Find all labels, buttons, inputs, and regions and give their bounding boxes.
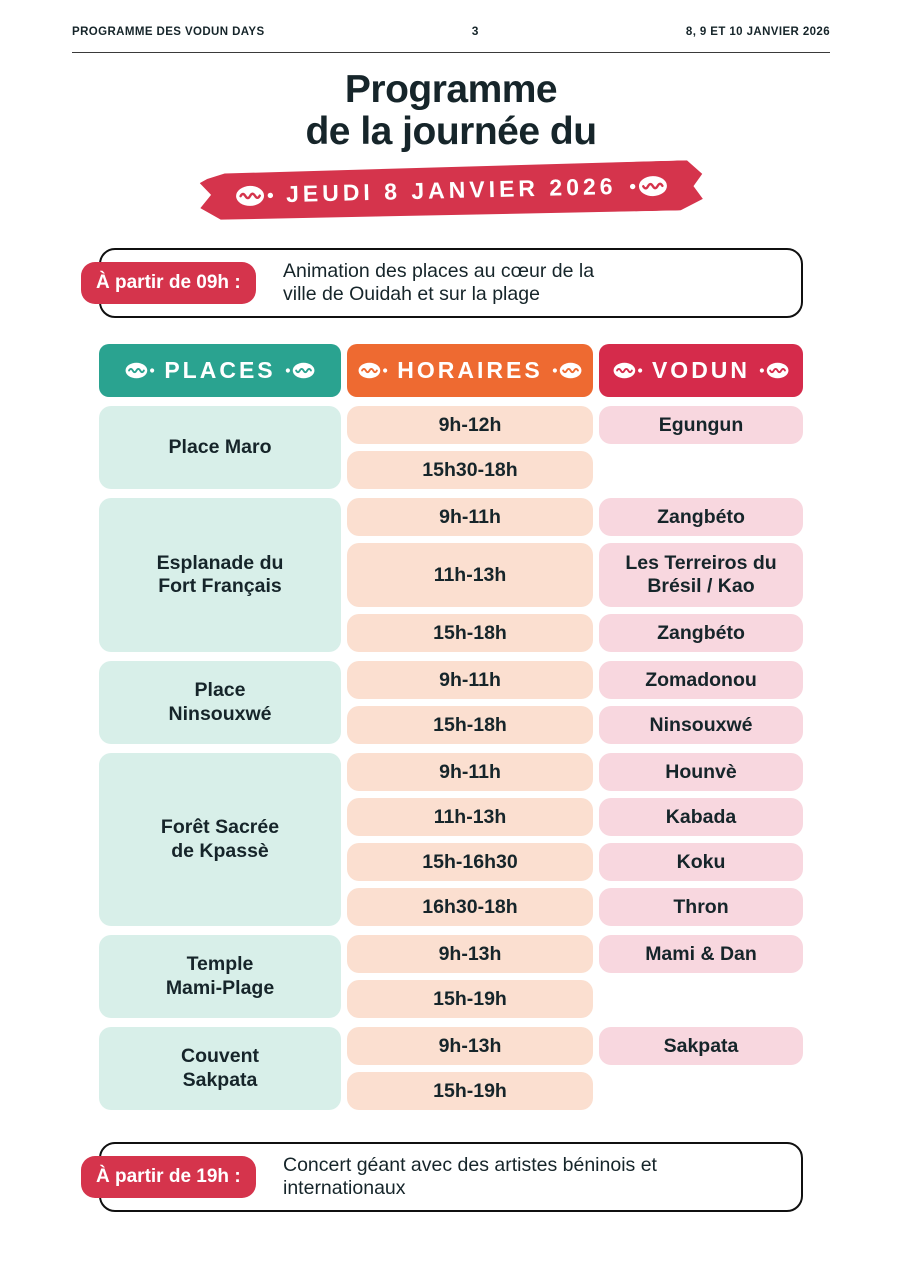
vodun-cell: Sakpata — [599, 1027, 803, 1066]
cowrie-shell-icon — [613, 362, 643, 379]
times-column: 9h-13h 15h-19h — [347, 1027, 593, 1111]
header-divider — [72, 52, 830, 53]
vodun-cell: Zangbéto — [599, 614, 803, 653]
cowrie-shell-icon — [759, 362, 789, 379]
date-banner: JEUDI 8 JANVIER 2026 — [199, 160, 703, 222]
page-number: 3 — [471, 24, 479, 38]
table-group: Place Maro 9h-12h 15h30-18h Egungun — [99, 406, 803, 490]
column-header-places-label: PLACES — [164, 357, 276, 384]
running-header-left: PROGRAMME DES VODUN DAYS — [72, 26, 265, 38]
vodun-cell: Thron — [599, 888, 803, 927]
running-header: PROGRAMME DES VODUN DAYS 3 8, 9 ET 10 JA… — [72, 24, 830, 38]
vodun-column: Zomadonou Ninsouxwé — [599, 661, 803, 745]
time-cell: 9h-12h — [347, 406, 593, 445]
vodun-cell: Egungun — [599, 406, 803, 445]
column-header-places: PLACES — [99, 344, 341, 398]
vodun-cell: Koku — [599, 843, 803, 882]
page-title-line2: de la journée du — [305, 110, 597, 154]
times-column: 9h-11h 15h-18h — [347, 661, 593, 745]
vodun-column: Hounvè Kabada Koku Thron — [599, 753, 803, 927]
time-cell: 16h30-18h — [347, 888, 593, 927]
time-cell: 9h-11h — [347, 498, 593, 537]
evening-note-text: Concert géant avec des artistes béninois… — [283, 1154, 657, 1200]
morning-note-box: À partir de 09h : Animation des places a… — [81, 248, 803, 319]
schedule-table-header: PLACES HORAIRES VODUN — [99, 344, 803, 398]
time-cell: 9h-13h — [347, 1027, 593, 1066]
table-group: Couvent Sakpata 9h-13h 15h-19h Sakpata — [99, 1027, 803, 1111]
page-title: Programme de la journée du — [0, 68, 902, 154]
time-cell: 15h30-18h — [347, 451, 593, 490]
column-header-vodun-label: VODUN — [651, 357, 751, 384]
times-column: 9h-13h 15h-19h — [347, 935, 593, 1019]
place-cell: Couvent Sakpata — [99, 1027, 341, 1111]
schedule-table: PLACES HORAIRES VODUN — [99, 344, 803, 1111]
vodun-cell: Mami & Dan — [599, 935, 803, 974]
times-column: 9h-11h 11h-13h 15h-18h — [347, 498, 593, 653]
time-cell: 9h-13h — [347, 935, 593, 974]
times-column: 9h-11h 11h-13h 15h-16h30 16h30-18h — [347, 753, 593, 927]
place-cell: Forêt Sacrée de Kpassè — [99, 753, 341, 927]
morning-note-text: Animation des places au cœur de la ville… — [283, 260, 595, 306]
table-group: Forêt Sacrée de Kpassè 9h-11h 11h-13h 15h-1… — [99, 753, 803, 927]
time-cell: 11h-13h — [347, 543, 593, 608]
column-header-horaires: HORAIRES — [347, 344, 593, 398]
vodun-cell: Zangbéto — [599, 498, 803, 537]
times-column: 9h-12h 15h30-18h — [347, 406, 593, 490]
time-cell: 11h-13h — [347, 798, 593, 837]
time-cell: 15h-19h — [347, 980, 593, 1019]
cowrie-shell-icon — [358, 362, 388, 379]
place-cell: Place Maro — [99, 406, 341, 490]
evening-note-box: À partir de 19h : Concert géant avec des… — [81, 1142, 803, 1213]
vodun-cell: Hounvè — [599, 753, 803, 792]
vodun-column: Zangbéto Les Terreiros du Brésil / Kao Zan… — [599, 498, 803, 653]
table-group: Esplanade du Fort Français 9h-11h 11h-13h 1… — [99, 498, 803, 653]
table-group: Place Ninsouxwé 9h-11h 15h-18h Zomadonou Nin… — [99, 661, 803, 745]
schedule-table-body: Place Maro 9h-12h 15h30-18h Egungun Esplanad… — [99, 406, 803, 1111]
vodun-cell: Kabada — [599, 798, 803, 837]
place-cell: Temple Mami-Plage — [99, 935, 341, 1019]
time-cell: 15h-19h — [347, 1072, 593, 1111]
time-cell: 9h-11h — [347, 661, 593, 700]
place-cell: Esplanade du Fort Français — [99, 498, 341, 653]
table-group: Temple Mami-Plage 9h-13h 15h-19h Mami & Dan — [99, 935, 803, 1019]
running-header-right: 8, 9 ET 10 JANVIER 2026 — [685, 26, 830, 38]
cowrie-shell-icon — [552, 362, 582, 379]
date-banner-wrap: JEUDI 8 JANVIER 2026 — [0, 166, 902, 216]
column-header-vodun: VODUN — [599, 344, 803, 398]
cowrie-shell-icon — [233, 184, 274, 207]
page-title-line1: Programme — [344, 68, 558, 111]
cowrie-shell-icon — [628, 174, 669, 197]
cowrie-shell-icon — [125, 362, 155, 379]
morning-note-badge: À partir de 09h : — [81, 262, 256, 305]
date-banner-label: JEUDI 8 JANVIER 2026 — [285, 173, 617, 208]
place-cell: Place Ninsouxwé — [99, 661, 341, 745]
time-cell: 15h-16h30 — [347, 843, 593, 882]
time-cell: 9h-11h — [347, 753, 593, 792]
time-cell: 15h-18h — [347, 706, 593, 745]
vodun-cell: Les Terreiros du Brésil / Kao — [599, 543, 803, 608]
evening-note-badge: À partir de 19h : — [81, 1156, 256, 1199]
cowrie-shell-icon — [285, 362, 315, 379]
vodun-cell: Zomadonou — [599, 661, 803, 700]
column-header-horaires-label: HORAIRES — [397, 357, 543, 384]
vodun-cell: Ninsouxwé — [599, 706, 803, 745]
time-cell: 15h-18h — [347, 614, 593, 653]
